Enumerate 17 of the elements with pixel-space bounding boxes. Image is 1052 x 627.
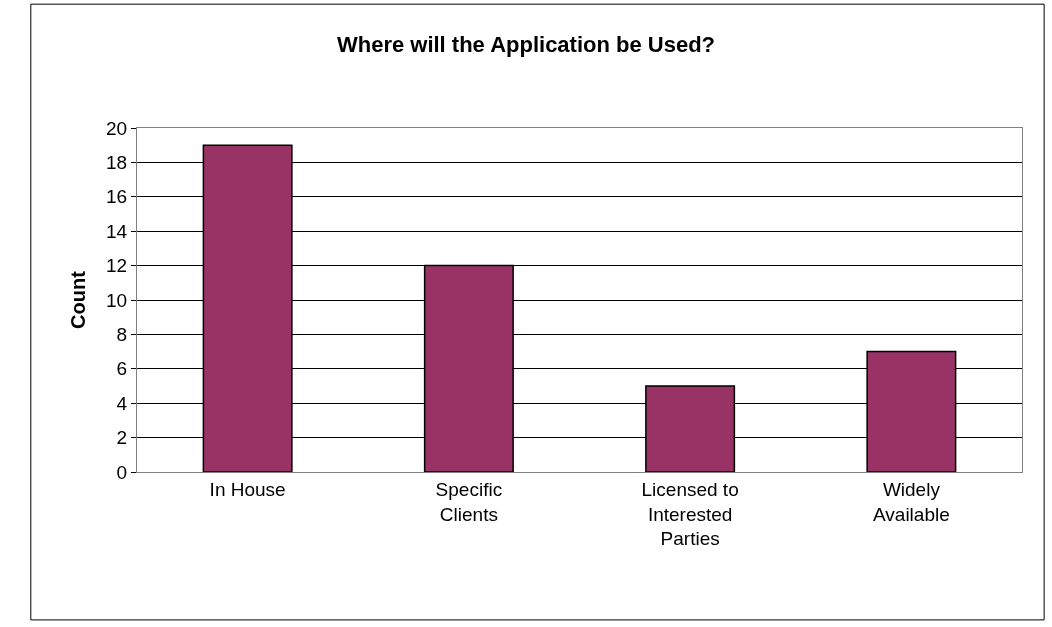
x-tick-label: Widely Available [873, 478, 950, 525]
x-tick-label: Licensed to Interested Parties [641, 478, 739, 550]
x-tick-label: Specific Clients [435, 478, 503, 525]
y-tick-label: 8 [116, 324, 128, 346]
chart-title: Where will the Application be Used? [336, 31, 716, 57]
y-tick-label: 14 [106, 220, 128, 242]
y-tick-label: 20 [106, 117, 128, 139]
y-tick-label: 18 [106, 152, 128, 174]
y-tick-label: 0 [116, 461, 128, 483]
x-tick-label: In House [209, 478, 286, 500]
y-tick-label: 6 [116, 358, 128, 380]
y-tick-label: 16 [106, 186, 128, 208]
y-tick-label: 2 [116, 427, 128, 449]
y-tick-label: 12 [106, 255, 128, 277]
y-tick-label: 10 [106, 289, 128, 311]
y-axis-title: Count [66, 270, 89, 329]
y-tick-label: 4 [116, 392, 128, 414]
